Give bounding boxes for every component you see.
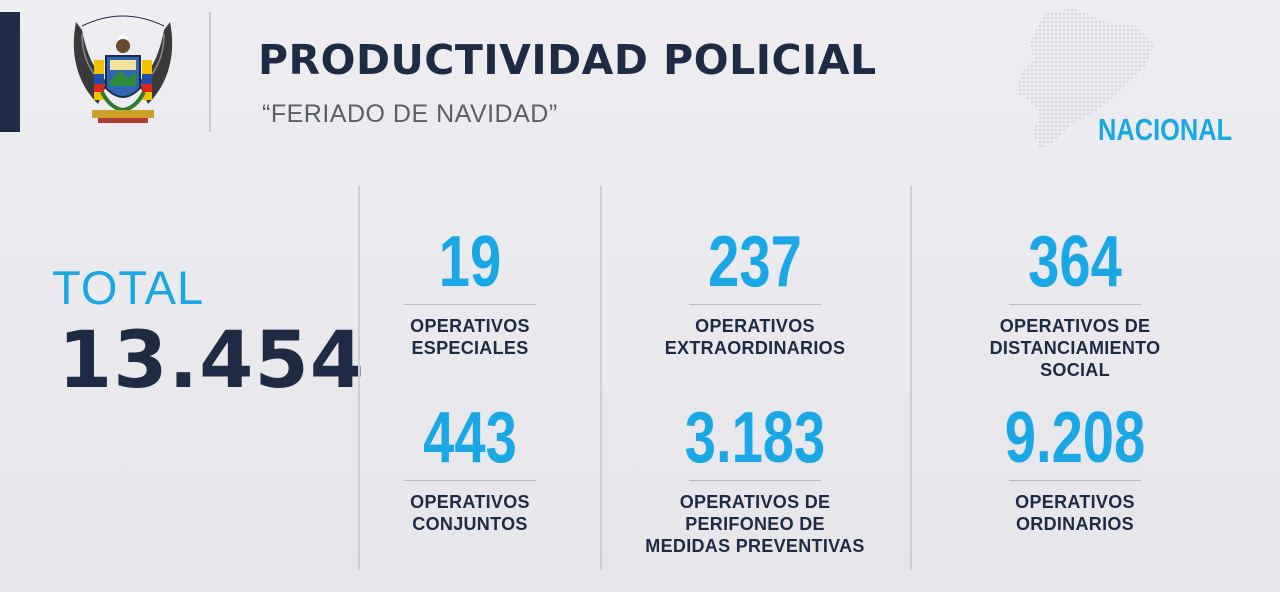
- region-label: NACIONAL: [1098, 112, 1233, 147]
- stat-rule: [689, 304, 821, 305]
- page-subtitle: “FERIADO DE NAVIDAD”: [262, 100, 558, 128]
- stat-label: OPERATIVOS CONJUNTOS: [410, 492, 530, 534]
- left-accent-bar: [0, 12, 20, 132]
- header-divider: [209, 12, 211, 132]
- column-divider: [358, 186, 360, 570]
- stat-operativos-distanciamiento-social: 364 OPERATIVOS DE DISTANCIAMIENTO SOCIAL: [925, 226, 1225, 381]
- stat-operativos-conjuntos: 443 OPERATIVOS CONJUNTOS: [320, 402, 620, 535]
- stat-rule: [689, 480, 821, 481]
- stat-label: OPERATIVOS ESPECIALES: [410, 316, 530, 358]
- stat-value: 19: [438, 222, 502, 302]
- stat-operativos-especiales: 19 OPERATIVOS ESPECIALES: [320, 226, 620, 359]
- stat-rule: [1009, 480, 1141, 481]
- stat-label: OPERATIVOS DE PERIFONEO DE MEDIDAS PREVE…: [645, 492, 865, 556]
- stat-label: OPERATIVOS DE DISTANCIAMIENTO SOCIAL: [989, 316, 1161, 380]
- page-title: PRODUCTIVIDAD POLICIAL: [258, 36, 877, 84]
- ecuador-map-icon: [1016, 8, 1154, 148]
- stat-value: 364: [1028, 222, 1122, 302]
- total-value: 13.454: [58, 316, 365, 406]
- stat-operativos-extraordinarios: 237 OPERATIVOS EXTRAORDINARIOS: [605, 226, 905, 359]
- police-emblem-logo: [73, 15, 173, 123]
- stat-label: OPERATIVOS EXTRAORDINARIOS: [664, 316, 846, 358]
- stat-value: 9.208: [1004, 398, 1146, 478]
- total-label: TOTAL: [52, 261, 205, 314]
- stat-label: OPERATIVOS ORDINARIOS: [1015, 492, 1135, 534]
- stat-operativos-ordinarios: 9.208 OPERATIVOS ORDINARIOS: [925, 402, 1225, 535]
- column-divider: [910, 186, 912, 570]
- stat-value: 443: [423, 398, 517, 478]
- stat-operativos-perifoneo: 3.183 OPERATIVOS DE PERIFONEO DE MEDIDAS…: [605, 402, 905, 557]
- stat-value: 237: [708, 222, 802, 302]
- stat-rule: [404, 304, 536, 305]
- stat-rule: [1009, 304, 1141, 305]
- stat-rule: [404, 480, 536, 481]
- stat-value: 3.183: [684, 398, 826, 478]
- column-divider: [600, 186, 602, 570]
